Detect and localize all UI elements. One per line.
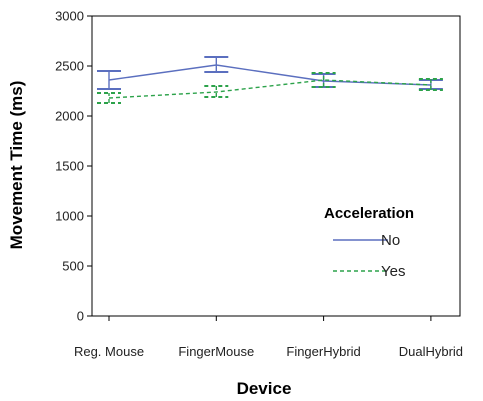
series-line	[108, 64, 431, 86]
x-axis: Reg. Mouse FingerMouse FingerHybrid DualHyb…	[74, 316, 463, 359]
x-tick-label: FingerMouse	[178, 344, 254, 359]
y-tick-label: 2500	[55, 59, 84, 74]
y-tick-label: 1500	[55, 159, 84, 174]
y-tick-label: 0	[77, 309, 84, 324]
y-tick-label: 500	[62, 259, 84, 274]
y-tick-label: 2000	[55, 109, 84, 124]
legend: Acceleration No Yes	[324, 205, 414, 280]
x-tick-label: Reg. Mouse	[74, 344, 144, 359]
x-tick-label: FingerHybrid	[286, 344, 360, 359]
legend-title: Acceleration	[324, 205, 414, 222]
legend-label-no: No	[381, 232, 400, 249]
series-no	[97, 56, 443, 90]
y-axis-title: Movement Time (ms)	[7, 81, 26, 250]
series-layer	[97, 56, 443, 104]
x-axis-title: Device	[237, 379, 292, 398]
legend-label-yes: Yes	[381, 263, 405, 280]
x-tick-label: DualHybrid	[399, 344, 463, 359]
series-line	[108, 79, 431, 99]
y-axis: 0 500 1000 1500 2000 2500 3000	[55, 9, 92, 324]
y-tick-label: 3000	[55, 9, 84, 24]
series-yes	[97, 72, 443, 104]
y-tick-label: 1000	[55, 209, 84, 224]
